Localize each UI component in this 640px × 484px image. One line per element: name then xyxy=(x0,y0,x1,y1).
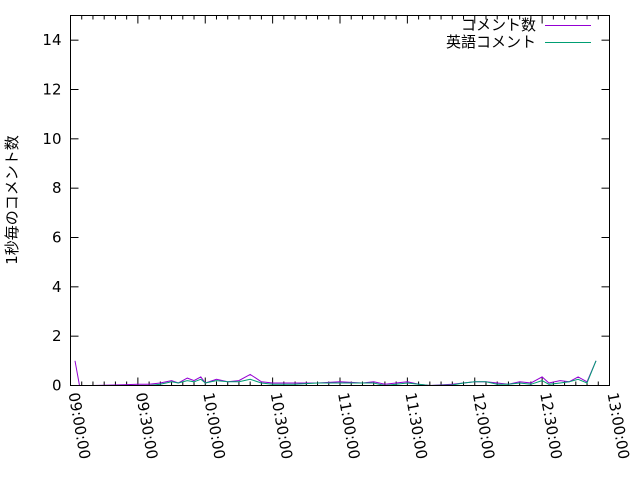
y-tick-label: 6 xyxy=(52,229,62,247)
y-tick-label: 14 xyxy=(42,31,61,49)
x-tick-label: 12:30:00 xyxy=(536,391,565,460)
series-lines xyxy=(74,360,597,387)
y-tick-label: 12 xyxy=(42,81,61,99)
x-tick-label: 09:00:00 xyxy=(65,391,94,460)
x-tick-label: 13:00:00 xyxy=(604,391,633,460)
x-tick-label: 09:30:00 xyxy=(132,391,161,460)
x-tick-label: 10:30:00 xyxy=(267,391,296,460)
series-line-1 xyxy=(79,360,597,387)
y-tick-label: 2 xyxy=(52,327,62,345)
x-tick-label: 10:00:00 xyxy=(199,391,228,460)
y-tick-label: 10 xyxy=(42,130,61,148)
x-tick-label: 11:00:00 xyxy=(334,391,363,460)
legend: コメント数 英語コメント xyxy=(446,16,591,51)
y-axis-label: 1秒毎のコメント数 xyxy=(3,135,21,265)
series-line-0 xyxy=(74,360,597,387)
legend-label-total: コメント数 xyxy=(461,16,536,34)
y-tick-label: 0 xyxy=(52,377,62,395)
legend-label-english: 英語コメント xyxy=(446,33,536,51)
plot-border xyxy=(70,15,610,386)
axis-ticks: 0 2 4 6 8 10 12 14 09:00:00 09:30:00 10:00:00 10:30… xyxy=(42,15,633,461)
x-tick-label: 11:30:00 xyxy=(401,391,430,460)
y-tick-label: 8 xyxy=(52,179,62,197)
y-tick-label: 4 xyxy=(52,278,62,296)
x-tick-label: 12:00:00 xyxy=(469,391,498,460)
